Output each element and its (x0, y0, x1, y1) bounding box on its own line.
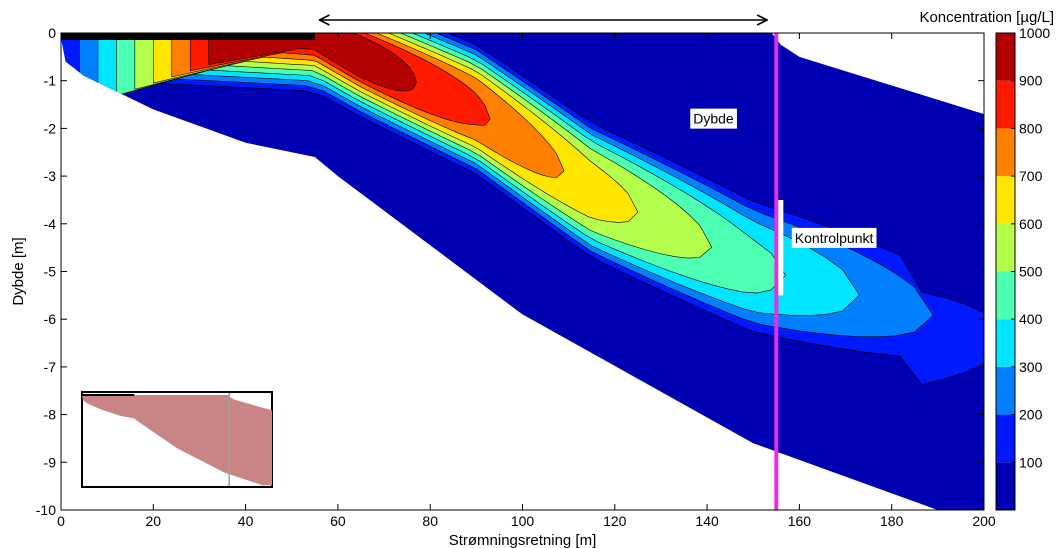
annotation-dybde: Dybde (690, 108, 737, 129)
colorbar-tick-label: 700 (1019, 168, 1043, 184)
colorbar-tick-label: 900 (1019, 73, 1043, 89)
x-tick-label: 60 (330, 513, 346, 529)
annotation-dybde-label: Dybde (693, 111, 734, 127)
y-tick-label: -6 (44, 311, 57, 327)
colorbar-tick-label: 300 (1019, 359, 1043, 375)
x-axis-ticks: 0 20 40 60 80 100 120 140 160 180 200 (57, 33, 996, 529)
source-zone-bar (61, 33, 315, 40)
colorbar-band (996, 366, 1015, 415)
y-tick-label: -7 (44, 359, 57, 375)
x-tick-label: 0 (57, 513, 65, 529)
y-tick-label: 0 (48, 25, 56, 41)
annotation-kontrolpunkt-label: Kontrolpunkt (795, 230, 874, 246)
colorbar-tick-label: 800 (1019, 120, 1043, 136)
colorbar-tick-label: 400 (1019, 311, 1043, 327)
colorbar-ticks: 100 200 300 400 500 600 700 800 900 1000 (1011, 25, 1050, 470)
colorbar-band (996, 271, 1015, 320)
colorbar-band (996, 33, 1015, 81)
y-tick-label: -1 (44, 73, 57, 89)
x-axis-label: Strømningsretning [m] (449, 532, 597, 548)
control-point-marker (778, 199, 784, 296)
x-tick-label: 200 (972, 513, 996, 529)
y-axis-ticks: 0 -1 -2 -3 -4 -5 -6 -7 -8 -9 -10 (36, 25, 984, 518)
contour-fill (61, 33, 984, 510)
y-axis-label: Dybde [m] (10, 237, 27, 305)
y-tick-label: -5 (44, 264, 57, 280)
colorbar-tick-label: 200 (1019, 407, 1043, 423)
x-tick-label: 40 (238, 513, 254, 529)
y-tick-label: -9 (44, 454, 57, 470)
x-tick-label: 140 (695, 513, 719, 529)
y-tick-label: -2 (44, 120, 57, 136)
colorbar-tick-label: 1000 (1019, 25, 1050, 41)
x-tick-label: 180 (880, 513, 904, 529)
colorbar-band (996, 462, 1015, 510)
colorbar-tick-label: 500 (1019, 264, 1043, 280)
colorbar-tick-label: 600 (1019, 216, 1043, 232)
colorbar-band (996, 223, 1015, 272)
colorbar-band (996, 414, 1015, 463)
colorbar-band (996, 128, 1015, 177)
x-tick-label: 160 (788, 513, 812, 529)
x-tick-label: 80 (422, 513, 438, 529)
x-tick-label: 120 (603, 513, 627, 529)
colorbar: 100 200 300 400 500 600 700 800 900 1000 Koncentr… (919, 9, 1054, 511)
plot-area: Dybde Kontrolpunkt 0 20 40 60 80 100 120 140 160… (36, 0, 996, 529)
inset-overview (81, 391, 273, 488)
y-tick-label: -10 (36, 502, 56, 518)
colorbar-label: Koncentration [µg/L] (919, 9, 1054, 26)
y-tick-label: -4 (44, 216, 57, 232)
colorbar-tick-label: 100 (1019, 454, 1043, 470)
colorbar-band (996, 80, 1015, 129)
inset-domain-shape (82, 395, 272, 486)
colorbar-band (996, 176, 1015, 224)
annotation-kontrolpunkt: Kontrolpunkt (791, 227, 877, 248)
y-tick-label: -8 (44, 407, 57, 423)
colorbar-band (996, 319, 1015, 367)
x-tick-label: 100 (511, 513, 535, 529)
y-tick-label: -3 (44, 168, 57, 184)
x-tick-label: 20 (146, 513, 162, 529)
